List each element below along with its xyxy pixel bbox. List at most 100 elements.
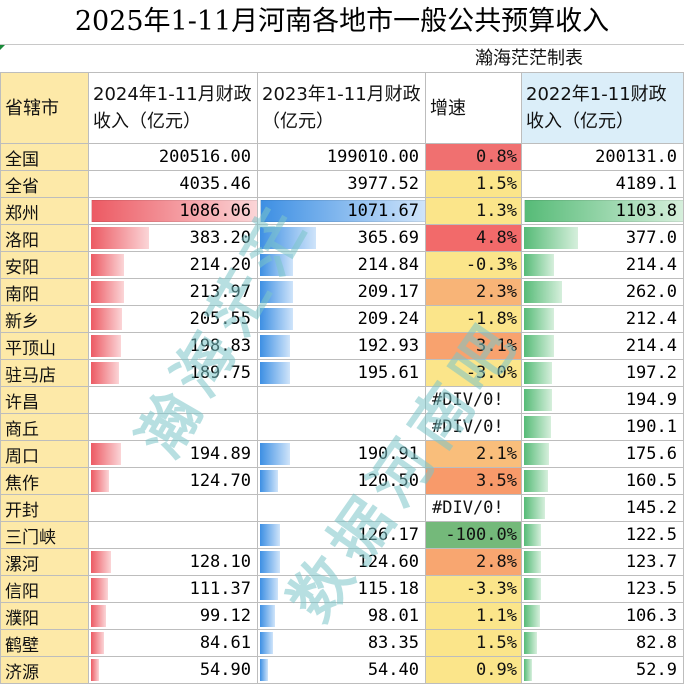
table-row[interactable]: 商丘 #DIV/0! 190.1 — [0, 413, 684, 441]
cell-growth[interactable]: 0.8% — [425, 143, 522, 171]
cell-2023[interactable]: 209.24 — [257, 305, 426, 333]
cell-growth[interactable]: -3.3% — [425, 575, 522, 603]
cell-2022[interactable]: 214.4 — [521, 251, 684, 279]
cell-growth[interactable]: 1.3% — [425, 197, 522, 225]
cell-2022[interactable]: 200131.0 — [521, 143, 684, 171]
table-row[interactable]: 开封 #DIV/0! 145.2 — [0, 494, 684, 522]
table-row[interactable]: 漯河 128.10 124.60 2.8% 123.7 — [0, 548, 684, 576]
cell-2023[interactable]: 214.84 — [257, 251, 426, 279]
cell-2022[interactable]: 262.0 — [521, 278, 684, 306]
cell-2022[interactable]: 377.0 — [521, 224, 684, 252]
cell-growth[interactable]: 3.1% — [425, 332, 522, 360]
cell-2024[interactable]: 1086.06 — [88, 197, 258, 225]
cell-2024[interactable]: 124.70 — [88, 467, 258, 495]
cell-province[interactable]: 濮阳 — [0, 602, 89, 630]
cell-2024[interactable]: 198.83 — [88, 332, 258, 360]
table-row[interactable]: 驻马店 189.75 195.61 -3.0% 197.2 — [0, 359, 684, 387]
cell-2023[interactable]: 98.01 — [257, 602, 426, 630]
cell-2023[interactable] — [257, 494, 426, 522]
cell-growth[interactable]: -0.3% — [425, 251, 522, 279]
table-row[interactable]: 南阳 213.97 209.17 2.3% 262.0 — [0, 278, 684, 306]
cell-2023[interactable]: 199010.00 — [257, 143, 426, 171]
cell-2024[interactable]: 205.55 — [88, 305, 258, 333]
cell-2024[interactable] — [88, 386, 258, 414]
cell-2023[interactable]: 365.69 — [257, 224, 426, 252]
cell-growth[interactable]: 0.9% — [425, 656, 522, 684]
cell-2023[interactable]: 1071.67 — [257, 197, 426, 225]
cell-province[interactable]: 南阳 — [0, 278, 89, 306]
cell-province[interactable]: 新乡 — [0, 305, 89, 333]
cell-2024[interactable]: 194.89 — [88, 440, 258, 468]
cell-2022[interactable]: 160.5 — [521, 467, 684, 495]
cell-growth[interactable]: -3.0% — [425, 359, 522, 387]
table-row[interactable]: 洛阳 383.20 365.69 4.8% 377.0 — [0, 224, 684, 252]
cell-2024[interactable]: 4035.46 — [88, 170, 258, 198]
header-2024[interactable]: 2024年1-11月财政收入（亿元） — [88, 72, 258, 144]
cell-2022[interactable]: 190.1 — [521, 413, 684, 441]
header-2022[interactable]: 2022年1-11财政收入（亿元） — [521, 72, 684, 144]
cell-2023[interactable]: 124.60 — [257, 548, 426, 576]
cell-2022[interactable]: 212.4 — [521, 305, 684, 333]
table-row[interactable]: 新乡 205.55 209.24 -1.8% 212.4 — [0, 305, 684, 333]
cell-2022[interactable]: 82.8 — [521, 629, 684, 657]
cell-province[interactable]: 信阳 — [0, 575, 89, 603]
cell-province[interactable]: 漯河 — [0, 548, 89, 576]
cell-2023[interactable]: 3977.52 — [257, 170, 426, 198]
cell-2023[interactable] — [257, 413, 426, 441]
cell-2022[interactable]: 4189.1 — [521, 170, 684, 198]
table-row[interactable]: 全省 4035.46 3977.52 1.5% 4189.1 — [0, 170, 684, 198]
cell-2022[interactable]: 145.2 — [521, 494, 684, 522]
cell-growth[interactable]: -1.8% — [425, 305, 522, 333]
cell-growth[interactable]: 1.5% — [425, 629, 522, 657]
cell-2023[interactable]: 190.91 — [257, 440, 426, 468]
cell-2024[interactable]: 54.90 — [88, 656, 258, 684]
table-row[interactable]: 周口 194.89 190.91 2.1% 175.6 — [0, 440, 684, 468]
cell-2024[interactable]: 99.12 — [88, 602, 258, 630]
cell-province[interactable]: 安阳 — [0, 251, 89, 279]
table-row[interactable]: 三门峡 126.17 -100.0% 122.5 — [0, 521, 684, 549]
cell-growth[interactable]: 2.8% — [425, 548, 522, 576]
cell-growth[interactable]: 2.1% — [425, 440, 522, 468]
cell-2022[interactable]: 123.7 — [521, 548, 684, 576]
header-province[interactable]: 省辖市 — [0, 72, 89, 144]
cell-2022[interactable]: 123.5 — [521, 575, 684, 603]
cell-2023[interactable]: 195.61 — [257, 359, 426, 387]
cell-growth[interactable]: 1.5% — [425, 170, 522, 198]
cell-province[interactable]: 开封 — [0, 494, 89, 522]
table-row[interactable]: 濮阳 99.12 98.01 1.1% 106.3 — [0, 602, 684, 630]
cell-2022[interactable]: 106.3 — [521, 602, 684, 630]
cell-province[interactable]: 全国 — [0, 143, 89, 171]
cell-2022[interactable]: 214.4 — [521, 332, 684, 360]
cell-province[interactable]: 驻马店 — [0, 359, 89, 387]
cell-growth[interactable]: #DIV/0! — [425, 386, 522, 414]
cell-province[interactable]: 周口 — [0, 440, 89, 468]
cell-growth[interactable]: -100.0% — [425, 521, 522, 549]
table-row[interactable]: 郑州 1086.06 1071.67 1.3% 1103.8 — [0, 197, 684, 225]
cell-2023[interactable]: 83.35 — [257, 629, 426, 657]
cell-2023[interactable]: 54.40 — [257, 656, 426, 684]
cell-province[interactable]: 焦作 — [0, 467, 89, 495]
cell-province[interactable]: 济源 — [0, 656, 89, 684]
table-row[interactable]: 焦作 124.70 120.50 3.5% 160.5 — [0, 467, 684, 495]
cell-2023[interactable]: 209.17 — [257, 278, 426, 306]
table-row[interactable]: 济源 54.90 54.40 0.9% 52.9 — [0, 656, 684, 684]
cell-2024[interactable]: 200516.00 — [88, 143, 258, 171]
cell-growth[interactable]: #DIV/0! — [425, 413, 522, 441]
cell-2022[interactable]: 1103.8 — [521, 197, 684, 225]
cell-2024[interactable] — [88, 494, 258, 522]
table-row[interactable]: 信阳 111.37 115.18 -3.3% 123.5 — [0, 575, 684, 603]
cell-2024[interactable]: 84.61 — [88, 629, 258, 657]
cell-province[interactable]: 鹤壁 — [0, 629, 89, 657]
cell-2023[interactable]: 192.93 — [257, 332, 426, 360]
cell-2022[interactable]: 194.9 — [521, 386, 684, 414]
cell-growth[interactable]: 1.1% — [425, 602, 522, 630]
cell-2023[interactable]: 115.18 — [257, 575, 426, 603]
cell-province[interactable]: 三门峡 — [0, 521, 89, 549]
cell-2024[interactable] — [88, 521, 258, 549]
table-row[interactable]: 安阳 214.20 214.84 -0.3% 214.4 — [0, 251, 684, 279]
table-row[interactable]: 全国 200516.00 199010.00 0.8% 200131.0 — [0, 143, 684, 171]
cell-2022[interactable]: 197.2 — [521, 359, 684, 387]
cell-2024[interactable]: 189.75 — [88, 359, 258, 387]
cell-growth[interactable]: 4.8% — [425, 224, 522, 252]
cell-2024[interactable]: 383.20 — [88, 224, 258, 252]
